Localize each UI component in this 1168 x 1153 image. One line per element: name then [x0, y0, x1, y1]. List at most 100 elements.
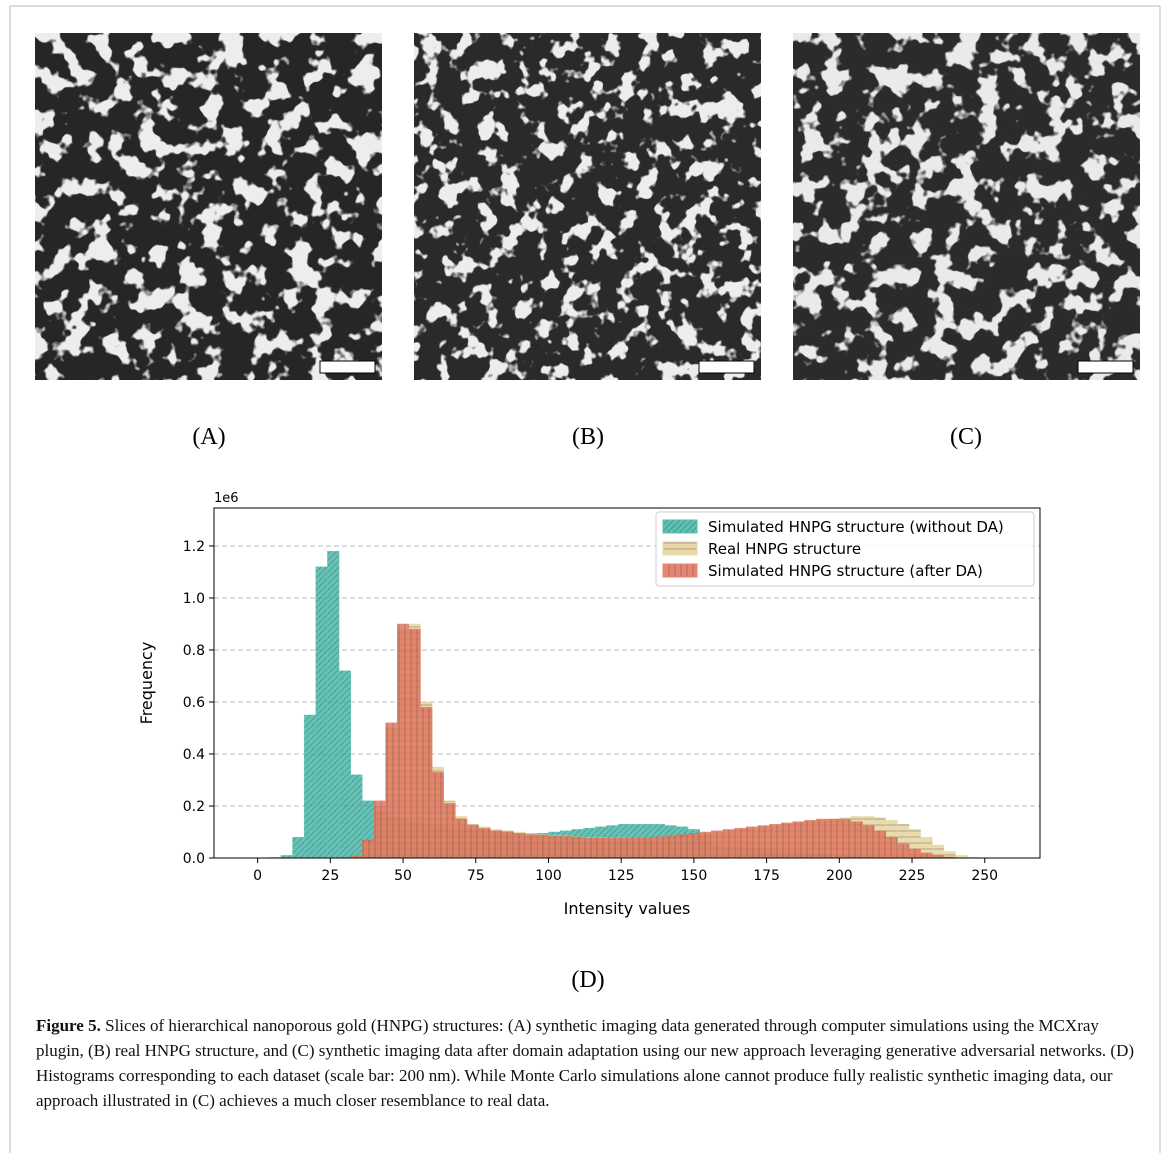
bar: [303, 714, 316, 859]
y-tick-label: 0.0: [183, 851, 205, 867]
bar: [804, 820, 817, 859]
bar: [862, 825, 875, 859]
bar: [746, 826, 759, 859]
x-tick-label: 25: [321, 868, 339, 884]
bar: [513, 833, 526, 859]
legend-swatch: [662, 563, 698, 578]
bar: [397, 623, 410, 859]
bar: [431, 771, 444, 859]
bar: [676, 834, 689, 859]
bar: [792, 821, 805, 859]
bar: [327, 550, 340, 859]
x-axis-label: Intensity values: [564, 899, 691, 918]
bar: [350, 774, 363, 859]
bar: [420, 706, 433, 859]
bar: [780, 822, 793, 859]
legend-swatch: [662, 519, 698, 534]
legend-label: Simulated HNPG structure (after DA): [708, 562, 983, 580]
bar: [618, 837, 631, 859]
bar: [687, 833, 700, 859]
scale-bar: [1077, 360, 1134, 374]
caption-label: Figure 5.: [36, 1016, 101, 1035]
x-tick-label: 250: [971, 868, 998, 884]
bar: [292, 836, 305, 859]
bar: [559, 836, 572, 859]
x-tick-label: 200: [826, 868, 853, 884]
bar: [338, 670, 351, 859]
bar: [815, 818, 828, 859]
bar: [769, 823, 782, 859]
y-tick-label: 0.4: [183, 747, 205, 763]
y-tick-label: 0.6: [183, 695, 205, 711]
caption: Figure 5. Slices of hierarchical nanopor…: [36, 1013, 1136, 1113]
bar: [885, 836, 898, 859]
bar: [362, 839, 375, 859]
bar: [571, 836, 584, 859]
histogram: 0.0 0.2 0.4 0.6 0.8 1.0 1.2 0 25 50 75 100 125 150 175…: [137, 491, 1041, 918]
bar: [408, 628, 421, 859]
bar: [466, 825, 479, 859]
legend-box: [655, 511, 1035, 587]
caption-text: Slices of hierarchical nanoporous gold (…: [36, 1016, 1135, 1110]
bar: [839, 819, 852, 859]
bar: [536, 834, 549, 859]
bar: [315, 566, 328, 859]
y-tick-label: 0.8: [183, 643, 205, 659]
bar: [478, 827, 491, 859]
image-panel: [35, 33, 382, 380]
x-tick-label: 125: [608, 868, 635, 884]
x-tick-label: 225: [899, 868, 926, 884]
bar: [757, 825, 770, 859]
y-axis-label: Frequency: [137, 642, 156, 725]
bar: [699, 831, 712, 859]
bar: [548, 835, 561, 859]
image-panel: [414, 33, 761, 380]
bar: [722, 829, 735, 859]
bar: [897, 843, 910, 859]
bar: [373, 800, 386, 859]
bar: [443, 803, 456, 859]
plot-frame: [213, 507, 1041, 859]
bar: [385, 722, 398, 859]
bar: [641, 836, 654, 859]
bar: [455, 818, 468, 859]
bar: [652, 836, 666, 859]
x-tick-label: 100: [535, 868, 562, 884]
legend-swatch: [662, 541, 698, 556]
bar: [629, 837, 642, 859]
x-tick-label: 175: [753, 868, 780, 884]
bar: [711, 830, 724, 859]
bar: [827, 818, 840, 859]
y-tick-label: 1.0: [183, 591, 205, 607]
bar: [734, 827, 747, 859]
bar: [501, 831, 514, 859]
panel-label: (D): [571, 967, 604, 993]
bar: [606, 837, 619, 859]
series: [269, 550, 875, 859]
panel-label: (A): [192, 424, 225, 450]
bar: [908, 848, 921, 859]
bar: [850, 821, 863, 859]
x-tick-label: 0: [253, 868, 262, 884]
image-panel: [793, 33, 1140, 380]
offset-text: 1e6: [214, 491, 239, 506]
bar: [490, 830, 503, 859]
bar: [920, 852, 933, 859]
scale-bar: [319, 360, 376, 374]
scale-bar: [698, 360, 755, 374]
bar: [525, 834, 538, 859]
panel-label: (B): [572, 424, 604, 450]
panel-label: (C): [950, 424, 982, 450]
bar: [583, 837, 596, 859]
x-tick-label: 50: [394, 868, 412, 884]
y-tick-label: 0.2: [183, 799, 205, 815]
bar: [874, 830, 887, 859]
bar: [594, 837, 607, 859]
x-tick-label: 150: [681, 868, 708, 884]
y-tick-label: 1.2: [183, 539, 205, 555]
legend-label: Real HNPG structure: [708, 540, 861, 558]
series: [350, 623, 968, 859]
x-tick-label: 75: [467, 868, 485, 884]
